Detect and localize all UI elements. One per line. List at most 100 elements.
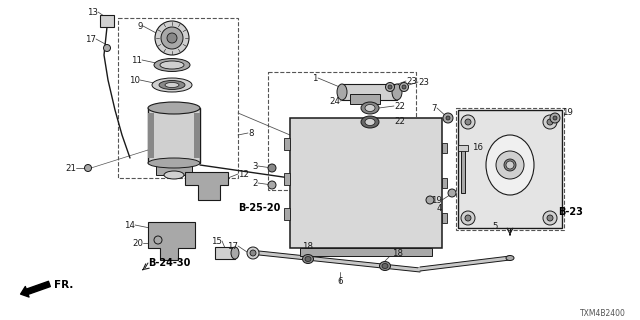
Circle shape bbox=[161, 27, 183, 49]
Circle shape bbox=[465, 119, 471, 125]
Bar bbox=[148, 108, 200, 163]
Bar bbox=[442, 213, 447, 223]
Text: 17: 17 bbox=[227, 242, 238, 251]
Ellipse shape bbox=[165, 83, 179, 87]
Text: B-24-30: B-24-30 bbox=[148, 258, 190, 268]
Bar bbox=[458, 145, 468, 151]
Circle shape bbox=[388, 85, 392, 89]
Text: 18: 18 bbox=[392, 250, 403, 259]
Bar bbox=[290, 118, 442, 248]
Circle shape bbox=[104, 44, 111, 52]
Polygon shape bbox=[148, 222, 195, 260]
Bar bbox=[215, 247, 235, 259]
Text: 14: 14 bbox=[124, 220, 135, 229]
Circle shape bbox=[461, 211, 475, 225]
Bar bbox=[461, 148, 465, 193]
Text: 17: 17 bbox=[85, 35, 96, 44]
Circle shape bbox=[465, 215, 471, 221]
Bar bbox=[442, 143, 447, 153]
Circle shape bbox=[167, 33, 177, 43]
Text: 22: 22 bbox=[394, 116, 405, 125]
Circle shape bbox=[543, 211, 557, 225]
Circle shape bbox=[426, 196, 434, 204]
Ellipse shape bbox=[337, 84, 347, 100]
Ellipse shape bbox=[380, 261, 390, 270]
Circle shape bbox=[506, 161, 514, 169]
Circle shape bbox=[385, 83, 394, 92]
Text: B-23: B-23 bbox=[558, 207, 583, 217]
Ellipse shape bbox=[148, 158, 200, 168]
Text: 5: 5 bbox=[493, 221, 498, 230]
Ellipse shape bbox=[159, 81, 185, 90]
Text: 19: 19 bbox=[562, 108, 573, 116]
Bar bbox=[148, 113, 154, 158]
Text: 21: 21 bbox=[65, 164, 76, 172]
Text: 22: 22 bbox=[394, 101, 405, 110]
Ellipse shape bbox=[382, 263, 388, 268]
Text: 18: 18 bbox=[303, 242, 314, 251]
Text: 16: 16 bbox=[472, 142, 483, 151]
Text: 2: 2 bbox=[253, 179, 258, 188]
Ellipse shape bbox=[154, 59, 190, 71]
Text: FR.: FR. bbox=[54, 280, 74, 290]
Text: 6: 6 bbox=[337, 277, 343, 286]
Ellipse shape bbox=[160, 61, 184, 69]
Ellipse shape bbox=[392, 84, 402, 100]
Text: 8: 8 bbox=[248, 129, 253, 138]
Text: 4: 4 bbox=[437, 204, 442, 212]
Ellipse shape bbox=[361, 102, 379, 114]
Polygon shape bbox=[185, 172, 228, 200]
Ellipse shape bbox=[361, 116, 379, 128]
Circle shape bbox=[154, 236, 162, 244]
Circle shape bbox=[399, 83, 408, 92]
Text: 23: 23 bbox=[406, 76, 417, 85]
Ellipse shape bbox=[148, 102, 200, 114]
Text: 23: 23 bbox=[418, 77, 429, 86]
Text: 12: 12 bbox=[238, 170, 249, 179]
Text: 1: 1 bbox=[312, 74, 318, 83]
Text: 11: 11 bbox=[131, 55, 142, 65]
Text: 19: 19 bbox=[431, 196, 442, 204]
Bar bbox=[156, 161, 192, 175]
Bar bbox=[118, 18, 238, 178]
Bar bbox=[194, 113, 200, 158]
Text: B-25-20: B-25-20 bbox=[238, 203, 280, 213]
Circle shape bbox=[448, 189, 456, 197]
Text: TXM4B2400: TXM4B2400 bbox=[580, 309, 626, 318]
Circle shape bbox=[155, 21, 189, 55]
Bar bbox=[300, 248, 432, 256]
Text: 13: 13 bbox=[87, 7, 98, 17]
Circle shape bbox=[250, 250, 256, 256]
Bar bbox=[268, 72, 416, 190]
Circle shape bbox=[547, 215, 553, 221]
Bar bbox=[284, 208, 290, 220]
Ellipse shape bbox=[305, 257, 311, 261]
Ellipse shape bbox=[486, 135, 534, 195]
Circle shape bbox=[461, 115, 475, 129]
Circle shape bbox=[547, 119, 553, 125]
Text: 24: 24 bbox=[329, 97, 340, 106]
Bar bbox=[458, 110, 562, 228]
Bar bbox=[442, 178, 447, 188]
Bar bbox=[284, 173, 290, 185]
Ellipse shape bbox=[231, 247, 239, 259]
Text: 7: 7 bbox=[431, 103, 437, 113]
Bar bbox=[350, 94, 380, 104]
Circle shape bbox=[443, 113, 453, 123]
Circle shape bbox=[402, 85, 406, 89]
Circle shape bbox=[543, 115, 557, 129]
Circle shape bbox=[268, 164, 276, 172]
Text: 3: 3 bbox=[253, 162, 258, 171]
Ellipse shape bbox=[365, 118, 375, 125]
Text: 15: 15 bbox=[211, 236, 222, 245]
Circle shape bbox=[268, 181, 276, 189]
Circle shape bbox=[247, 247, 259, 259]
Ellipse shape bbox=[365, 105, 375, 111]
Circle shape bbox=[504, 159, 516, 171]
Ellipse shape bbox=[506, 255, 514, 260]
Bar bbox=[456, 108, 564, 230]
Text: 10: 10 bbox=[129, 76, 140, 84]
Circle shape bbox=[550, 113, 560, 123]
Bar bbox=[342, 84, 397, 100]
Circle shape bbox=[553, 116, 557, 120]
